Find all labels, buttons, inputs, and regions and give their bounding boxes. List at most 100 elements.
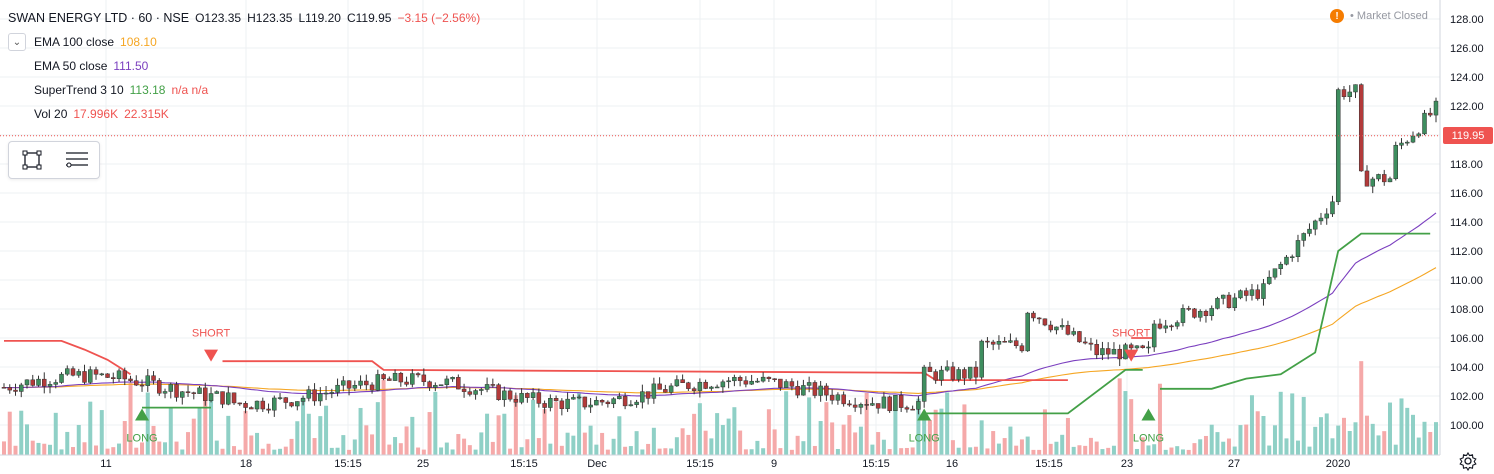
candle-body xyxy=(421,374,427,383)
candle-body xyxy=(467,391,473,395)
volume-bars xyxy=(2,361,1438,455)
candle-body xyxy=(887,396,892,412)
volume-bar xyxy=(53,412,58,455)
indicator-ema100[interactable]: EMA 100 close 108.10 xyxy=(8,30,480,54)
indicator-value-2: n/a n/a xyxy=(171,83,209,97)
volume-bar xyxy=(1094,441,1099,455)
candle-body xyxy=(668,385,674,393)
settings-gear-icon[interactable] xyxy=(1458,451,1478,471)
volume-bar xyxy=(157,441,162,455)
indicator-ema50[interactable]: EMA 50 close 111.50 xyxy=(8,54,480,78)
candle-body xyxy=(272,397,277,411)
volume-bar xyxy=(870,444,875,455)
candle-body xyxy=(870,403,875,406)
indicator-name: EMA 50 close xyxy=(34,59,108,73)
indicator-volume[interactable]: Vol 20 17.996K 22.315K xyxy=(8,102,480,126)
candle-body xyxy=(358,380,363,386)
candle-body xyxy=(266,408,271,411)
candle-body xyxy=(122,370,128,380)
volume-bar xyxy=(289,438,294,455)
warning-icon[interactable]: ! xyxy=(1330,9,1344,23)
volume-bar xyxy=(485,413,490,455)
volume-bar xyxy=(168,407,173,455)
volume-bar xyxy=(433,391,438,455)
volume-bar xyxy=(1336,425,1341,455)
ema50-line xyxy=(3,212,1437,397)
volume-bar xyxy=(105,448,110,455)
candle-body xyxy=(530,392,536,398)
candle-body xyxy=(686,382,691,389)
candle-body xyxy=(364,380,369,386)
candle-body xyxy=(1013,340,1019,346)
volume-bar xyxy=(421,449,426,455)
candle-body xyxy=(1,387,7,389)
volume-bar xyxy=(513,395,518,455)
rectangle-tool-icon[interactable] xyxy=(18,146,46,174)
volume-bar xyxy=(36,442,41,455)
chevron-down-icon[interactable]: ⌄ xyxy=(8,33,26,51)
candle-body xyxy=(13,389,18,392)
candle-body xyxy=(352,385,358,389)
candle-body xyxy=(1140,345,1145,348)
volume-bar xyxy=(1434,422,1438,455)
candle-body xyxy=(548,398,553,408)
candle-body xyxy=(778,378,783,388)
candle-body xyxy=(398,372,404,383)
candle-body xyxy=(1358,84,1364,172)
candle-body xyxy=(128,378,133,381)
candle-body xyxy=(1243,290,1249,296)
drawing-toolbox xyxy=(8,141,100,179)
candle-body xyxy=(714,386,720,389)
x-tick-label: 11 xyxy=(100,458,111,470)
candle-body xyxy=(88,369,93,383)
volume-bar xyxy=(117,443,122,455)
list-icon[interactable] xyxy=(63,146,91,174)
candle-body xyxy=(743,380,749,385)
volume-bar xyxy=(646,443,651,455)
volume-bar xyxy=(30,440,35,455)
volume-bar xyxy=(841,424,846,455)
volume-bar xyxy=(473,449,478,455)
volume-bar xyxy=(1025,436,1030,455)
volume-bar xyxy=(1203,435,1208,455)
volume-bar xyxy=(536,438,541,455)
candle-body xyxy=(559,400,565,409)
candle-body xyxy=(1284,256,1289,265)
candle-body xyxy=(657,383,662,390)
candle-body xyxy=(214,391,220,394)
candle-body xyxy=(438,384,444,386)
candle-body xyxy=(542,403,547,408)
volume-bar xyxy=(835,448,840,455)
volume-bar xyxy=(1307,446,1312,455)
volume-bar xyxy=(927,420,932,455)
volume-bar xyxy=(59,449,64,455)
candle-body xyxy=(985,340,990,343)
candle-body xyxy=(318,393,323,402)
candle-body xyxy=(191,392,197,394)
volume-bar xyxy=(1393,444,1398,455)
volume-bar xyxy=(329,447,334,455)
volume-bar xyxy=(640,449,645,455)
x-tick-label: 18 xyxy=(240,458,252,470)
candle-body xyxy=(1393,144,1398,179)
volume-bar xyxy=(1014,445,1019,455)
volume-bar xyxy=(818,421,823,455)
ohlc-open: O123.35 xyxy=(195,11,242,25)
volume-bar xyxy=(623,446,628,455)
volume-bar xyxy=(381,379,386,455)
candle-body xyxy=(835,394,841,401)
candle-body xyxy=(933,371,938,381)
volume-bar xyxy=(260,448,265,455)
volume-bar xyxy=(111,447,116,455)
candle-body xyxy=(134,380,139,386)
volume-bar xyxy=(1157,383,1162,455)
candle-body xyxy=(1031,312,1036,319)
y-tick-label: 108.00 xyxy=(1450,304,1484,316)
candle-body xyxy=(427,381,432,388)
volume-bar xyxy=(232,446,237,455)
candle-body xyxy=(645,391,651,399)
candle-body xyxy=(640,391,645,403)
ohlc-high: H123.35 xyxy=(247,11,293,25)
indicator-supertrend[interactable]: SuperTrend 3 10 113.18 n/a n/a xyxy=(8,78,480,102)
